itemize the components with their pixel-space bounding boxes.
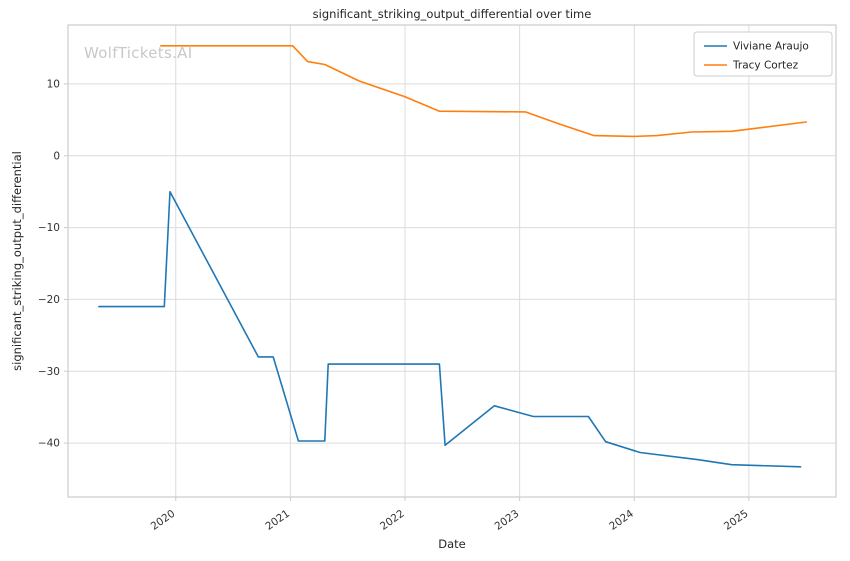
x-axis-label: Date — [438, 537, 466, 551]
x-tick-label: 2020 — [149, 508, 178, 533]
chart-title: significant_striking_output_differential… — [312, 7, 592, 21]
y-tick-label: 0 — [53, 150, 60, 162]
y-tick-label: 10 — [47, 78, 60, 90]
x-tick-label: 2024 — [607, 507, 636, 532]
series-line-viviane-araujo — [98, 190, 802, 468]
legend-label-tracy-cortez: Tracy Cortez — [732, 60, 799, 72]
y-tick-label: −30 — [38, 366, 60, 378]
x-tick-label: 2023 — [493, 508, 522, 533]
legend-box — [693, 31, 833, 77]
x-tick-label: 2025 — [722, 508, 751, 533]
y-axis-label: significant_striking_output_differential — [10, 151, 24, 371]
series-line-tracy-cortez — [160, 44, 808, 138]
y-tick-label: −20 — [38, 294, 60, 306]
y-tick-label: −40 — [38, 438, 60, 450]
y-tick-label: −10 — [38, 222, 60, 234]
x-tick-label: 2022 — [378, 508, 407, 533]
x-tick-label: 2021 — [263, 508, 292, 533]
watermark: WolfTickets.AI — [84, 44, 193, 62]
legend-label-viviane-araujo: Viviane Araujo — [733, 41, 809, 53]
axes-frame — [67, 24, 837, 498]
